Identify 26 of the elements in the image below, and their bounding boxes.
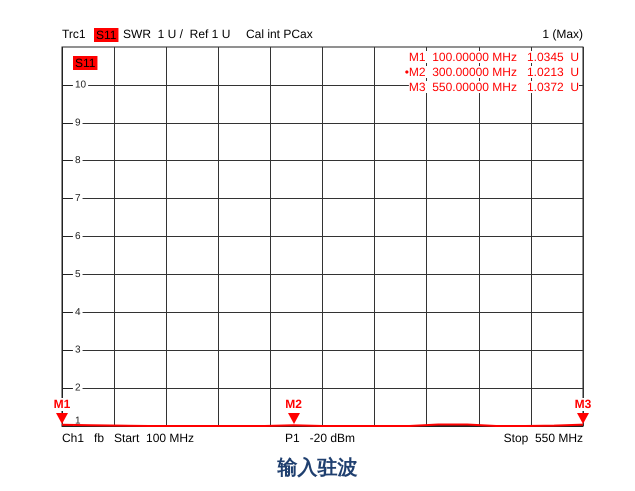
y-tick-label: 2 [75, 382, 81, 394]
annotation: S11 [75, 56, 96, 70]
annotation: M2 [285, 397, 302, 412]
y-tick-label: 9 [75, 117, 81, 128]
y-tick-label: 10 [75, 79, 87, 90]
y-tick-label: 8 [75, 155, 81, 166]
text: 输入驻波 [276, 455, 358, 479]
annotation: M3 [574, 396, 592, 411]
text: Stop 550 MHz [504, 431, 584, 445]
y-tick-label: 6 [75, 231, 81, 242]
y-tick-label: 3 [75, 344, 81, 356]
y-tick-label: 7 [75, 193, 81, 204]
text: 1 (Max) [542, 27, 584, 41]
text: S11 [96, 28, 117, 42]
text: Ch1 fb Start 100 MHz [62, 431, 194, 445]
y-tick-label: 5 [75, 268, 81, 280]
text: P1 -20 dBm [285, 431, 356, 445]
annotation: M1 [54, 396, 70, 411]
text: Cal int PCax [246, 27, 313, 41]
annotation: •M2 300.00000 MHz 1.0213 U [404, 65, 580, 79]
annotation: M1 100.00000 MHz 1.0345 U [408, 50, 580, 64]
y-tick-label: 4 [75, 306, 81, 318]
text: SWR 1 U / Ref 1 U [123, 27, 230, 41]
y-tick-label: 1 [75, 416, 81, 426]
text: Trc1 [62, 27, 86, 41]
annotation: M3 550.00000 MHz 1.0372 U [408, 80, 580, 94]
